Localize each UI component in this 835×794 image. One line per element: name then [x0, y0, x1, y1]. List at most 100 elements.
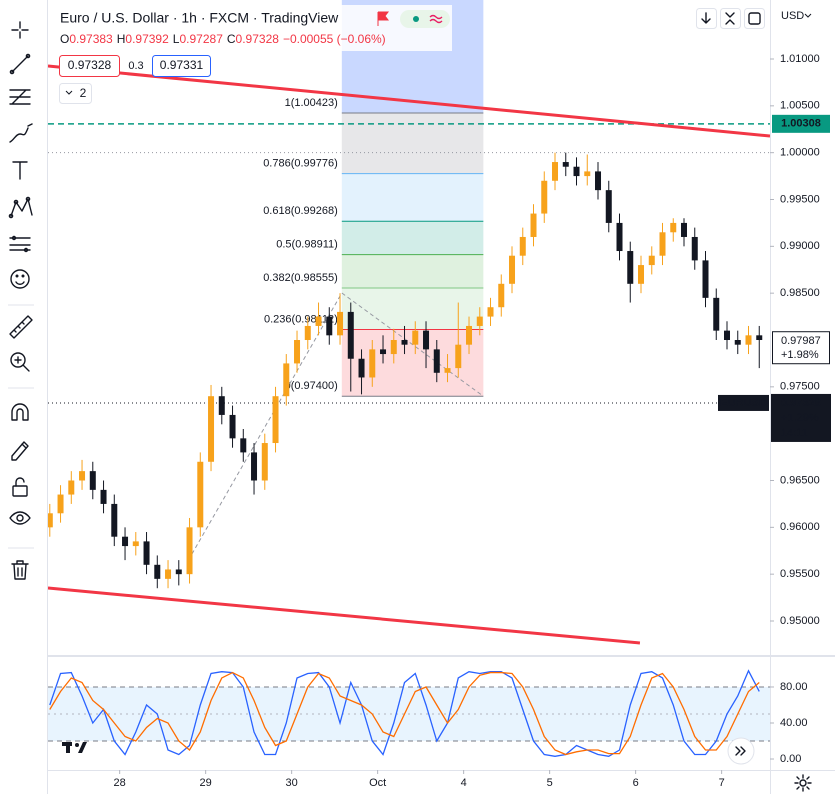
candle-body — [186, 527, 193, 575]
candle-body — [143, 541, 150, 565]
symbol-price-tag — [771, 393, 831, 442]
candle-body — [272, 396, 279, 444]
double-chevron-icon — [735, 746, 746, 756]
candle-body — [648, 255, 655, 266]
fib-zone — [341, 173, 484, 222]
maximize-button[interactable] — [744, 8, 765, 29]
candle-body — [48, 513, 53, 528]
candle-body — [670, 222, 677, 233]
chevron-icon — [804, 13, 812, 18]
alert-price-label: 1.00308 — [781, 118, 821, 130]
y-tick-label: 0.95000 — [780, 615, 820, 627]
candle-body — [584, 171, 591, 177]
ohlc-key: O — [60, 32, 69, 46]
candle-body — [132, 541, 139, 547]
y-tick-label: 40.00 — [780, 717, 808, 729]
symbol-title[interactable]: Euro / U.S. Dollar · 1h · FXCM · Trading… — [60, 10, 339, 26]
collapse-icon — [725, 12, 735, 25]
x-tick-label: Oct — [369, 777, 386, 789]
candle-body — [261, 443, 268, 481]
trend-line — [48, 586, 641, 645]
ask-price[interactable]: 0.97331 — [160, 58, 204, 72]
candle-body — [713, 297, 720, 331]
candle-body — [326, 316, 333, 336]
zoom-tool[interactable] — [10, 352, 30, 372]
settings-button[interactable] — [794, 774, 812, 792]
bid-price[interactable]: 0.97328 — [68, 58, 112, 72]
indicators-toggle[interactable] — [59, 83, 92, 104]
candle-body — [197, 461, 204, 528]
ohlc-value: 0.97287 — [179, 32, 223, 46]
candle-body — [444, 368, 451, 373]
candle-body — [229, 414, 236, 439]
candle-body — [638, 265, 645, 284]
fib-level-label: 0.5(0.98911) — [276, 239, 338, 251]
candle-body — [433, 349, 440, 373]
oscillator-line — [49, 669, 760, 757]
candle-body — [401, 340, 408, 345]
ohlc-change: −0.00055 (−0.06%) — [283, 32, 386, 46]
logo-part — [78, 742, 87, 753]
trend-line-tool[interactable] — [9, 53, 31, 75]
x-tick-label: 4 — [461, 777, 467, 789]
ohlc-value: 0.97328 — [236, 32, 280, 46]
candle-body — [476, 316, 483, 326]
sell-button[interactable] — [59, 55, 120, 77]
candle-body — [455, 344, 462, 369]
candle-body — [175, 569, 182, 575]
price-pane: 1(1.00423) 0.786(0.99776) 0.618(0.99268) 0.… — [48, 0, 770, 645]
scroll-to-realtime-button[interactable] — [727, 737, 755, 765]
emoji-tool[interactable] — [10, 269, 30, 289]
magnet-tool[interactable] — [11, 403, 29, 421]
bar-countdown: 14:11 — [781, 427, 808, 439]
last-price-label: 0.97987 — [781, 335, 821, 347]
indicator-count: 2 — [80, 86, 87, 100]
collapse-button[interactable] — [720, 8, 741, 29]
candle-body — [487, 307, 494, 317]
candle-body — [423, 330, 430, 350]
candle-body — [337, 311, 344, 336]
candle-body — [552, 162, 559, 181]
text-tool[interactable] — [12, 161, 28, 180]
candle-body — [57, 494, 64, 514]
symbol-label: EURUSD — [720, 397, 767, 409]
spread: 0.3 — [128, 60, 143, 72]
crosshair-tool[interactable] — [11, 21, 29, 39]
currency-selector[interactable]: USD — [781, 10, 804, 22]
candle-body — [412, 330, 419, 345]
tradingview-logo[interactable] — [62, 742, 87, 753]
stay-in-drawing-tool[interactable] — [11, 441, 29, 461]
candle-body — [251, 452, 258, 481]
y-tick-label: 1.01000 — [780, 53, 820, 65]
buy-button[interactable] — [152, 55, 211, 77]
visibility-tool[interactable] — [9, 511, 31, 525]
lock-tool[interactable] — [12, 477, 28, 497]
x-tick-label: 28 — [114, 777, 126, 789]
ohlc-key: H — [117, 32, 126, 46]
y-tick-label: 0.96000 — [780, 521, 820, 533]
candle-body — [745, 335, 752, 345]
x-tick-label: 30 — [286, 777, 298, 789]
oscillator-pane — [48, 669, 770, 757]
pattern-tool[interactable] — [8, 196, 33, 219]
market-open-dot — [413, 16, 419, 22]
y-tick-label: 80.00 — [780, 681, 808, 693]
brush-tool[interactable] — [9, 123, 33, 143]
logo-part — [66, 742, 70, 753]
left-toolbar — [8, 21, 34, 580]
candle-body — [154, 564, 161, 579]
prediction-tool[interactable] — [9, 235, 31, 253]
market-status-pill[interactable] — [400, 10, 450, 28]
fib-tool[interactable] — [9, 89, 31, 105]
delay-icon — [429, 14, 443, 24]
flag-icon[interactable] — [377, 11, 389, 26]
candle-body — [304, 325, 311, 341]
candle-body — [616, 222, 623, 252]
measure-tool[interactable] — [9, 315, 33, 339]
ohlc-row: O0.97383 H0.97392 L0.97287 C0.97328 −0.00055… — [60, 32, 386, 46]
delete-tool[interactable] — [11, 560, 29, 580]
y-tick-label: 1.00000 — [780, 147, 820, 159]
x-tick-label: 6 — [633, 777, 639, 789]
